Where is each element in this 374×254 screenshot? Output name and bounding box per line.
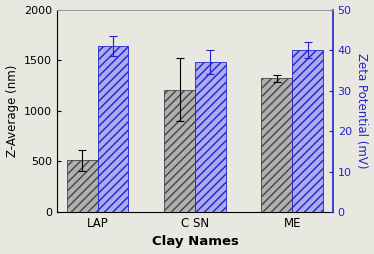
Bar xyxy=(261,78,292,212)
Y-axis label: Z-Average (nm): Z-Average (nm) xyxy=(6,65,19,157)
X-axis label: Clay Names: Clay Names xyxy=(151,235,238,248)
Bar xyxy=(292,50,323,212)
Bar xyxy=(98,46,128,212)
Bar xyxy=(164,89,195,212)
Bar xyxy=(195,62,226,212)
Y-axis label: Zeta Potential (mV): Zeta Potential (mV) xyxy=(355,53,368,169)
Bar xyxy=(67,160,98,212)
